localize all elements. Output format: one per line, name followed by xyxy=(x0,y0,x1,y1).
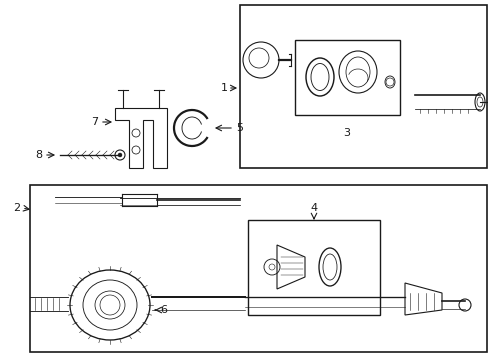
Text: 1: 1 xyxy=(221,83,227,93)
Text: 7: 7 xyxy=(91,117,98,127)
Text: 5: 5 xyxy=(236,123,243,133)
Text: 3: 3 xyxy=(343,128,350,138)
Circle shape xyxy=(118,153,122,157)
Text: 2: 2 xyxy=(13,203,20,213)
Text: 4: 4 xyxy=(310,203,317,213)
Text: 6: 6 xyxy=(160,305,167,315)
Text: 8: 8 xyxy=(35,150,42,160)
